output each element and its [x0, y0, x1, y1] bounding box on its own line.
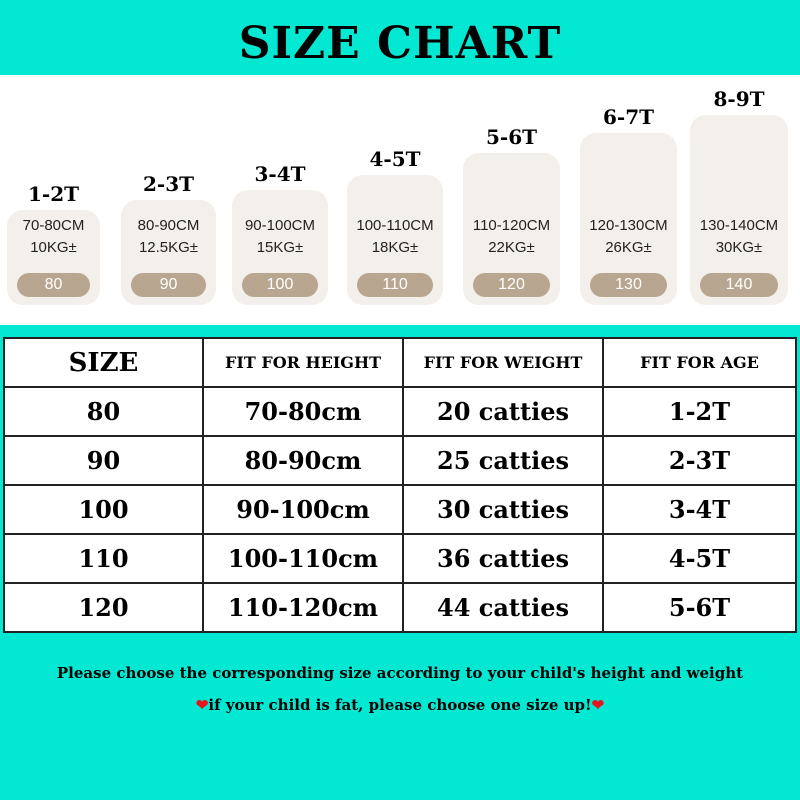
card-weight: 18KG±: [371, 239, 419, 256]
table-cell: 36 catties: [402, 533, 604, 584]
table-cell: 80-90cm: [202, 435, 404, 486]
size-card: 3-4T 90-100CM 15KG± 100: [232, 75, 328, 325]
size-card: 5-6T 110-120CM 22KG± 120: [463, 75, 560, 325]
card-age: 3-4T: [254, 162, 306, 186]
table-cell: 5-6T: [602, 582, 797, 633]
size-table: SIZE FIT FOR HEIGHT FIT FOR WEIGHT FIT F…: [3, 337, 797, 633]
card-weight: 10KG±: [30, 239, 77, 256]
card-age: 4-5T: [369, 147, 421, 171]
note-line-2-text: if your child is fat, please choose one …: [208, 696, 592, 714]
card-weight: 15KG±: [256, 239, 304, 256]
table-cell: 25 catties: [402, 435, 604, 486]
card-age: 2-3T: [142, 172, 194, 196]
size-card: 2-3T 80-90CM 12.5KG± 90: [121, 75, 216, 325]
size-card: 8-9T 130-140CM 30KG± 140: [690, 75, 788, 325]
table-cell: 4-5T: [602, 533, 797, 584]
card-weight: 12.5KG±: [138, 239, 199, 256]
page-title: SIZE CHART: [238, 18, 562, 69]
size-card: 6-7T 120-130CM 26KG± 130: [580, 75, 677, 325]
card-body: 130-140CM 30KG± 140: [690, 115, 788, 305]
card-size-pill: 110: [357, 273, 433, 297]
table-cell: 100: [3, 484, 204, 535]
table-row: 100 90-100cm 30 catties 3-4T: [3, 484, 797, 535]
card-age: 8-9T: [713, 87, 765, 111]
card-weight: 26KG±: [605, 239, 652, 256]
heart-icon: ❤: [591, 696, 605, 714]
note-line-1: Please choose the corresponding size acc…: [56, 664, 744, 682]
note-line-2: ❤if your child is fat, please choose one…: [0, 696, 800, 714]
header-age: FIT FOR AGE: [602, 337, 797, 388]
card-height: 130-140CM: [699, 217, 779, 234]
card-height: 120-130CM: [589, 217, 668, 234]
card-height: 70-80CM: [22, 217, 85, 234]
card-body: 110-120CM 22KG± 120: [463, 153, 560, 305]
header-height: FIT FOR HEIGHT: [202, 337, 404, 388]
card-height: 100-110CM: [356, 217, 434, 234]
table-cell: 44 catties: [402, 582, 604, 633]
card-size-pill: 130: [590, 273, 667, 297]
card-weight: 22KG±: [488, 239, 535, 256]
card-size-pill: 90: [131, 273, 206, 297]
table-header-row: SIZE FIT FOR HEIGHT FIT FOR WEIGHT FIT F…: [3, 337, 797, 388]
card-age: 6-7T: [602, 105, 654, 129]
table-row: 110 100-110cm 36 catties 4-5T: [3, 533, 797, 584]
card-size-pill: 100: [242, 273, 318, 297]
table-row: 80 70-80cm 20 catties 1-2T: [3, 386, 797, 437]
card-size-pill: 140: [700, 273, 778, 297]
table-cell: 3-4T: [602, 484, 797, 535]
size-card: 1-2T 70-80CM 10KG± 80: [7, 75, 100, 325]
card-height: 110-120CM: [472, 217, 551, 234]
card-size-pill: 120: [473, 273, 550, 297]
table-cell: 80: [3, 386, 204, 437]
table-cell: 110: [3, 533, 204, 584]
card-age: 1-2T: [27, 182, 79, 206]
table-cell: 20 catties: [402, 386, 604, 437]
card-body: 70-80CM 10KG± 80: [7, 210, 100, 305]
card-height: 90-100CM: [244, 217, 316, 234]
table-cell: 70-80cm: [202, 386, 404, 437]
card-age: 5-6T: [485, 125, 537, 149]
card-weight: 30KG±: [715, 239, 763, 256]
table-cell: 110-120cm: [202, 582, 404, 633]
header-size: SIZE: [3, 337, 204, 388]
card-body: 90-100CM 15KG± 100: [232, 190, 328, 305]
table-cell: 100-110cm: [202, 533, 404, 584]
table-row: 90 80-90cm 25 catties 2-3T: [3, 435, 797, 486]
table-cell: 1-2T: [602, 386, 797, 437]
size-card: 4-5T 100-110CM 18KG± 110: [347, 75, 443, 325]
card-size-pill: 80: [17, 273, 90, 297]
size-cards-panel: 1-2T 70-80CM 10KG± 80 2-3T 80-90CM 12.5K…: [0, 75, 800, 325]
table-cell: 30 catties: [402, 484, 604, 535]
card-body: 120-130CM 26KG± 130: [580, 133, 677, 305]
heart-icon: ❤: [195, 696, 209, 714]
table-cell: 120: [3, 582, 204, 633]
table-cell: 2-3T: [602, 435, 797, 486]
table-cell: 90-100cm: [202, 484, 404, 535]
header-weight: FIT FOR WEIGHT: [402, 337, 604, 388]
table-row: 120 110-120cm 44 catties 5-6T: [3, 582, 797, 633]
card-height: 80-90CM: [137, 217, 200, 234]
card-body: 80-90CM 12.5KG± 90: [121, 200, 216, 305]
card-body: 100-110CM 18KG± 110: [347, 175, 443, 305]
table-cell: 90: [3, 435, 204, 486]
